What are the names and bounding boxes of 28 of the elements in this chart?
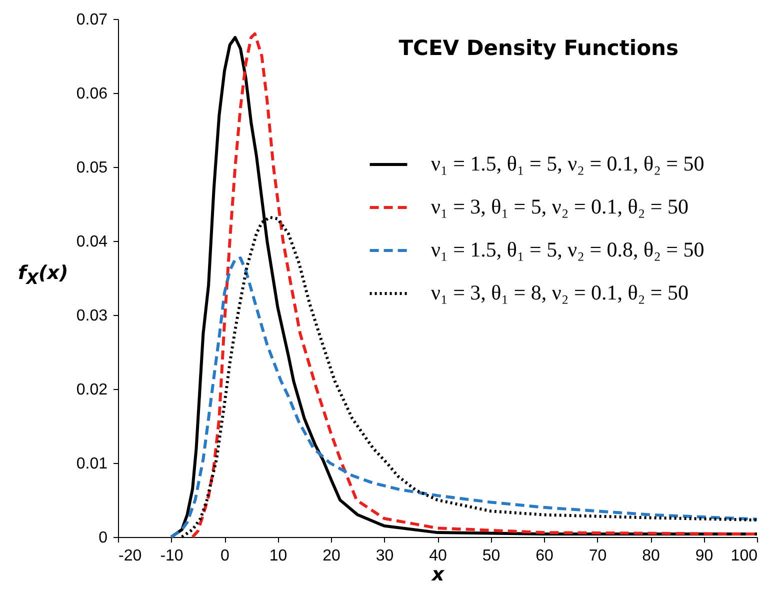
x-tick-label: 30 <box>376 548 394 564</box>
x-tick-label: 60 <box>536 548 554 564</box>
x-tick-label: -10 <box>160 548 184 564</box>
legend-label: ν₁ = 3, θ₁ = 8, ν₂ = 0.1, θ₂ = 50 <box>431 280 689 304</box>
legend-label: ν₁ = 1.5, θ₁ = 5, ν₂ = 0.8, θ₂ = 50 <box>431 238 704 262</box>
x-axis-title: x <box>430 564 445 586</box>
text: TCEV Density Functions <box>398 36 678 60</box>
y-tick-label: 0.01 <box>76 456 108 472</box>
legend-label: ν₁ = 3, θ₁ = 5, ν₂ = 0.1, θ₂ = 50 <box>431 194 689 218</box>
x-tick-label: 70 <box>588 548 607 564</box>
x-tick-label: 10 <box>269 548 288 564</box>
x-tick-label: 90 <box>695 548 714 564</box>
y-tick-label: 0.02 <box>76 382 108 398</box>
y-tick-label: 0.05 <box>76 160 108 176</box>
y-tick-label: 0.03 <box>76 308 108 324</box>
x-tick-label: 40 <box>429 548 447 564</box>
y-tick-label: 0.04 <box>76 234 108 250</box>
legend-label: ν₁ = 1.5, θ₁ = 5, ν₂ = 0.1, θ₂ = 50 <box>431 152 704 176</box>
y-tick-label: 0.06 <box>76 86 108 102</box>
x-tick-label: 20 <box>322 548 340 564</box>
x-tick-label: -20 <box>118 548 142 564</box>
x-tick-label: 80 <box>642 548 660 564</box>
y-tick-label: 0 <box>98 530 108 546</box>
x-tick-label: 0 <box>220 548 230 564</box>
x-tick-label: 50 <box>482 548 500 564</box>
y-tick-label: 0.07 <box>76 12 108 28</box>
x-tick-label: 100 <box>730 548 758 564</box>
y-axis-title: f$_{X}$(x) <box>18 262 68 288</box>
